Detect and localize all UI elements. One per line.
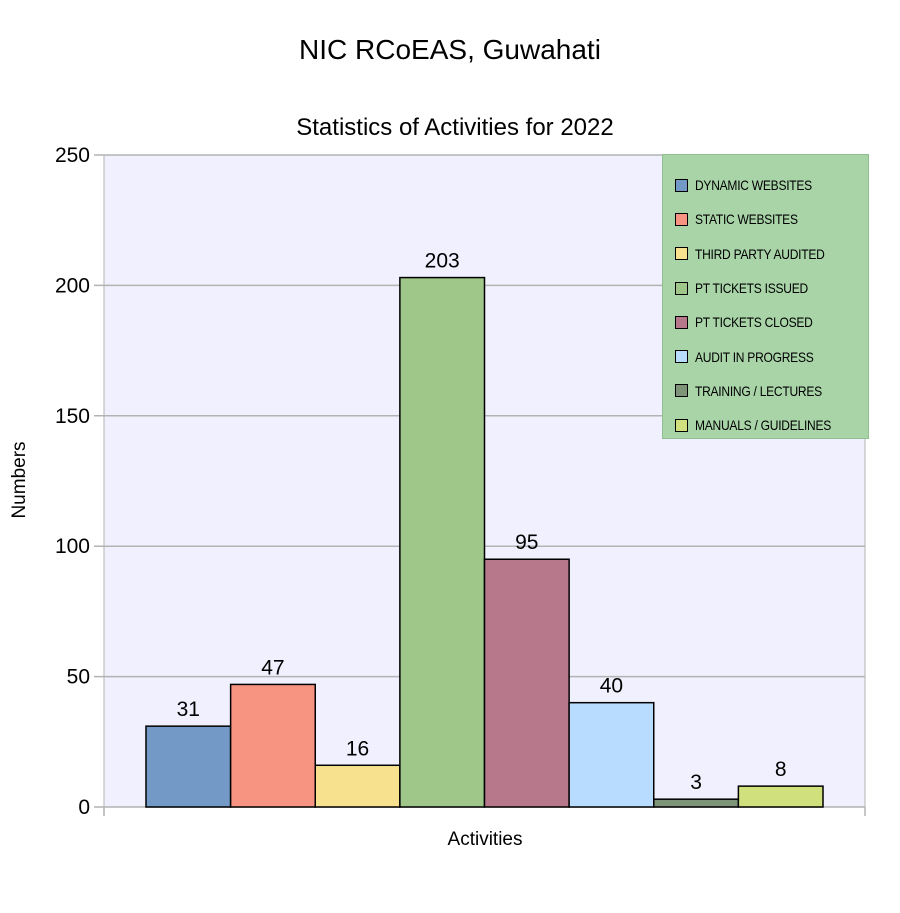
bar-value-label: 3 [690,771,702,794]
bar [314,764,401,808]
bar [399,276,486,808]
legend-swatch [675,281,688,295]
y-tick-label: 0 [78,796,90,819]
legend-swatch [675,384,688,398]
bar [483,558,570,808]
legend-item: THIRD PARTY AUDITED [663,237,868,271]
bar [145,725,232,808]
legend-label: DYNAMIC WEBSITES [695,177,812,194]
data-labels: 31 47 16 203 95 40 3 8 [177,250,787,795]
legend-swatch [675,350,688,364]
chart-legend: DYNAMIC WEBSITES STATIC WEBSITES THIRD PAR… [662,154,869,439]
y-tick-label: 100 [55,535,90,558]
legend-item: DYNAMIC WEBSITES [663,168,868,202]
legend-label: MANUALS / GUIDELINES [695,417,832,434]
legend-swatch [675,315,688,329]
bar-value-label: 47 [261,656,284,679]
legend-item: PT TICKETS ISSUED [663,271,868,305]
legend-item: STATIC WEBSITES [663,202,868,236]
y-axis-ticks: 0 50 100 150 200 250 [55,144,866,819]
y-tick-label: 250 [55,144,90,167]
bar-value-label: 95 [515,531,538,554]
bar [568,701,655,808]
legend-swatch [675,212,688,226]
legend-label: AUDIT IN PROGRESS [695,348,814,365]
y-tick-label: 150 [55,405,90,428]
legend-item: TRAINING / LECTURES [663,374,868,408]
bar [653,798,740,808]
legend-label: TRAINING / LECTURES [695,382,822,399]
bar-value-label: 16 [346,737,369,760]
legend-item: AUDIT IN PROGRESS [663,339,868,373]
bars [145,276,824,808]
y-tick-label: 50 [67,666,90,689]
legend-swatch [675,418,688,432]
bar [737,785,824,808]
legend-label: THIRD PARTY AUDITED [695,245,825,262]
legend-swatch [675,178,688,192]
page-title: NIC RCoEAS, Guwahati [299,34,601,65]
legend-label: PT TICKETS CLOSED [695,314,813,331]
legend-item: PT TICKETS CLOSED [663,305,868,339]
chart-title: Statistics of Activities for 2022 [296,114,614,141]
legend-item: MANUALS / GUIDELINES [663,408,868,442]
legend-label: STATIC WEBSITES [695,211,798,228]
y-tick-label: 200 [55,274,90,297]
bar [229,683,316,808]
bar-value-label: 40 [600,675,623,698]
bar-value-label: 203 [425,250,460,273]
x-axis-label: Activities [447,829,523,850]
legend-label: PT TICKETS ISSUED [695,280,808,297]
legend-swatch [675,247,688,261]
bar-value-label: 31 [177,698,200,721]
bar-value-label: 8 [775,758,787,781]
